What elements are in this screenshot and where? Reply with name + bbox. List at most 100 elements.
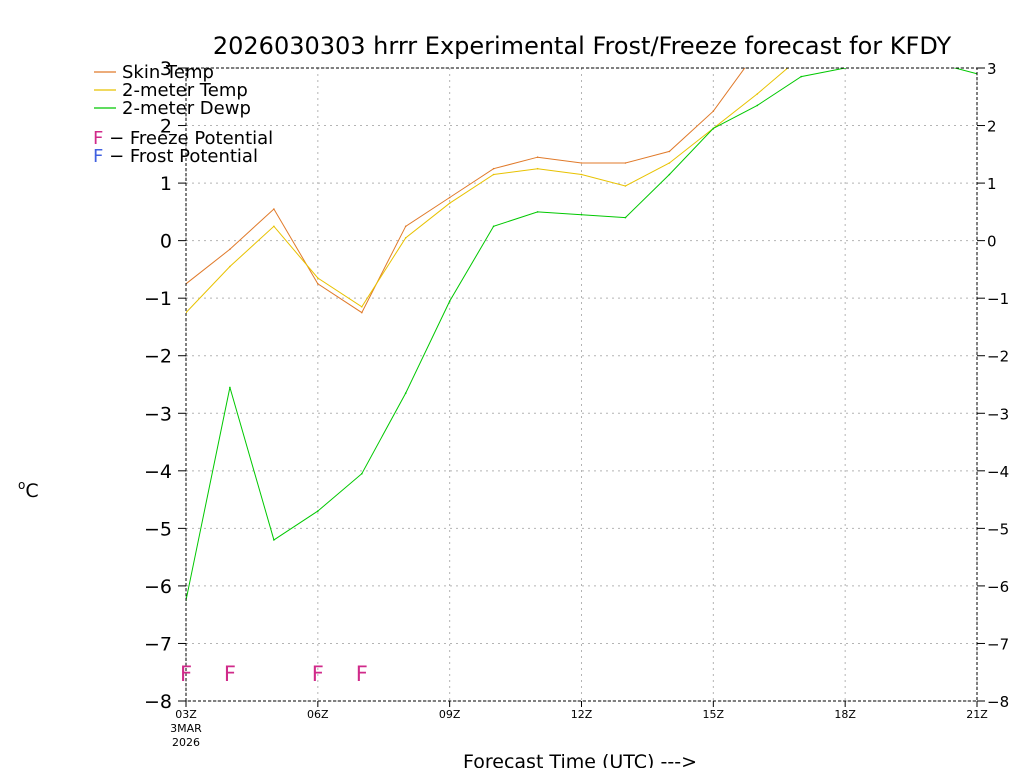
x-tick-label: 15Z bbox=[703, 708, 725, 721]
y-tick-label-left: −3 bbox=[144, 403, 172, 425]
data-point bbox=[186, 311, 187, 314]
data-point bbox=[361, 306, 363, 308]
y-tick-label-right: −6 bbox=[987, 578, 1009, 596]
data-point bbox=[976, 56, 978, 58]
y-tick-label-left: −4 bbox=[144, 461, 172, 483]
series-lines bbox=[186, 56, 978, 602]
legend-note: F − Frost Potential bbox=[93, 146, 258, 167]
x-tick-label: 12Z bbox=[571, 708, 593, 721]
data-point bbox=[229, 265, 231, 268]
legend-label: 2-meter Temp bbox=[122, 80, 248, 101]
data-point bbox=[800, 75, 802, 78]
y-axis-right-ticks: −8 −7 −6 −5 −4 −3 −2 −1 0 1 2 3 bbox=[977, 60, 1009, 711]
data-point bbox=[756, 104, 759, 107]
data-point bbox=[273, 539, 275, 541]
y-tick-label-right: −3 bbox=[987, 405, 1009, 423]
data-point bbox=[580, 173, 583, 176]
y-tick-label-right: −8 bbox=[987, 693, 1009, 711]
y-tick-label-left: −6 bbox=[144, 576, 172, 598]
y-tick-label-right: 2 bbox=[987, 118, 997, 136]
data-point bbox=[448, 300, 451, 302]
data-point bbox=[229, 248, 231, 251]
y-tick-label-right: 0 bbox=[987, 233, 997, 251]
data-point bbox=[273, 225, 275, 228]
data-point bbox=[404, 225, 407, 228]
chart-title: 2026030303 hrrr Experimental Frost/Freez… bbox=[213, 32, 952, 60]
data-point bbox=[976, 61, 978, 63]
y-tick-label-right: −5 bbox=[987, 520, 1009, 538]
data-point bbox=[404, 392, 407, 394]
legend-note-letter: F bbox=[93, 146, 103, 167]
series-2-meter-dewp bbox=[186, 61, 977, 602]
data-point bbox=[536, 156, 539, 158]
x-tick-label: 18Z bbox=[834, 708, 856, 721]
y-tick-label-right: −4 bbox=[987, 463, 1009, 481]
y-tick-label-left: −7 bbox=[144, 633, 172, 655]
data-point bbox=[756, 93, 759, 95]
x-tick-label: 06Z bbox=[307, 708, 329, 721]
y-tick-label-right: −2 bbox=[987, 348, 1009, 366]
data-point bbox=[317, 277, 319, 279]
y-axis-left-ticks: −8 −7 −6 −5 −4 −3 −2 −1 0 1 2 3 bbox=[144, 58, 186, 713]
y-tick-label-right: 1 bbox=[987, 175, 997, 193]
data-point bbox=[404, 237, 407, 239]
freeze-marker: F bbox=[224, 662, 236, 686]
data-point bbox=[932, 61, 934, 63]
legend-label: 2-meter Dewp bbox=[122, 98, 251, 119]
data-point bbox=[844, 68, 846, 69]
data-point bbox=[361, 311, 363, 314]
data-point bbox=[536, 167, 539, 170]
data-point bbox=[536, 211, 539, 213]
legend-note-text: − Freeze Potential bbox=[103, 128, 273, 149]
y-tick-label-left: 0 bbox=[160, 231, 172, 253]
data-point bbox=[492, 173, 495, 176]
data-point bbox=[229, 386, 231, 389]
data-point bbox=[448, 196, 451, 199]
x-tick-label: 03Z bbox=[175, 708, 197, 721]
data-point bbox=[624, 185, 627, 187]
x-tick-label: 21Z bbox=[966, 708, 988, 721]
x-axis-label: Forecast Time (UTC) ---> bbox=[463, 751, 697, 768]
x-tick-label: 09Z bbox=[439, 708, 461, 721]
legend-note: F − Freeze Potential bbox=[93, 128, 273, 149]
data-point bbox=[668, 150, 671, 153]
data-point bbox=[712, 127, 715, 130]
y-tick-label-left: −1 bbox=[144, 288, 172, 310]
data-point bbox=[361, 472, 363, 475]
data-point bbox=[624, 216, 627, 219]
data-point bbox=[317, 283, 319, 285]
legend-label: Skin Temp bbox=[122, 62, 214, 83]
y-tick-label-right: −1 bbox=[987, 290, 1009, 308]
x-tick-date: 3MAR bbox=[170, 722, 202, 735]
y-axis-unit: C bbox=[25, 480, 38, 502]
series-skin-temp bbox=[186, 56, 978, 314]
x-tick-year: 2026 bbox=[172, 736, 200, 749]
y-tick-label-left: 3 bbox=[160, 58, 172, 80]
freeze-marker: F bbox=[312, 662, 324, 686]
plot-frame bbox=[185, 67, 978, 702]
data-point bbox=[273, 208, 275, 210]
legend-note-letter: F bbox=[93, 128, 103, 149]
degree-symbol: o bbox=[18, 478, 25, 492]
y-tick-label-left: 2 bbox=[160, 116, 172, 138]
y-tick-label-right: −7 bbox=[987, 635, 1009, 653]
y-axis-label: oC bbox=[18, 478, 39, 502]
data-point bbox=[448, 202, 451, 204]
y-tick-label-left: −8 bbox=[144, 691, 172, 713]
legend-note-text: − Frost Potential bbox=[103, 146, 258, 167]
y-tick-label-left: −5 bbox=[144, 518, 172, 540]
y-tick-label-left: 1 bbox=[160, 173, 172, 195]
freeze-marker: F bbox=[180, 662, 192, 686]
data-point bbox=[668, 162, 671, 164]
data-point bbox=[712, 110, 715, 112]
data-point bbox=[580, 162, 583, 164]
data-point bbox=[492, 167, 495, 170]
data-point bbox=[492, 225, 495, 228]
y-tick-label-left: −2 bbox=[144, 346, 172, 368]
data-point bbox=[317, 510, 319, 512]
y-tick-label-right: 3 bbox=[987, 60, 997, 78]
